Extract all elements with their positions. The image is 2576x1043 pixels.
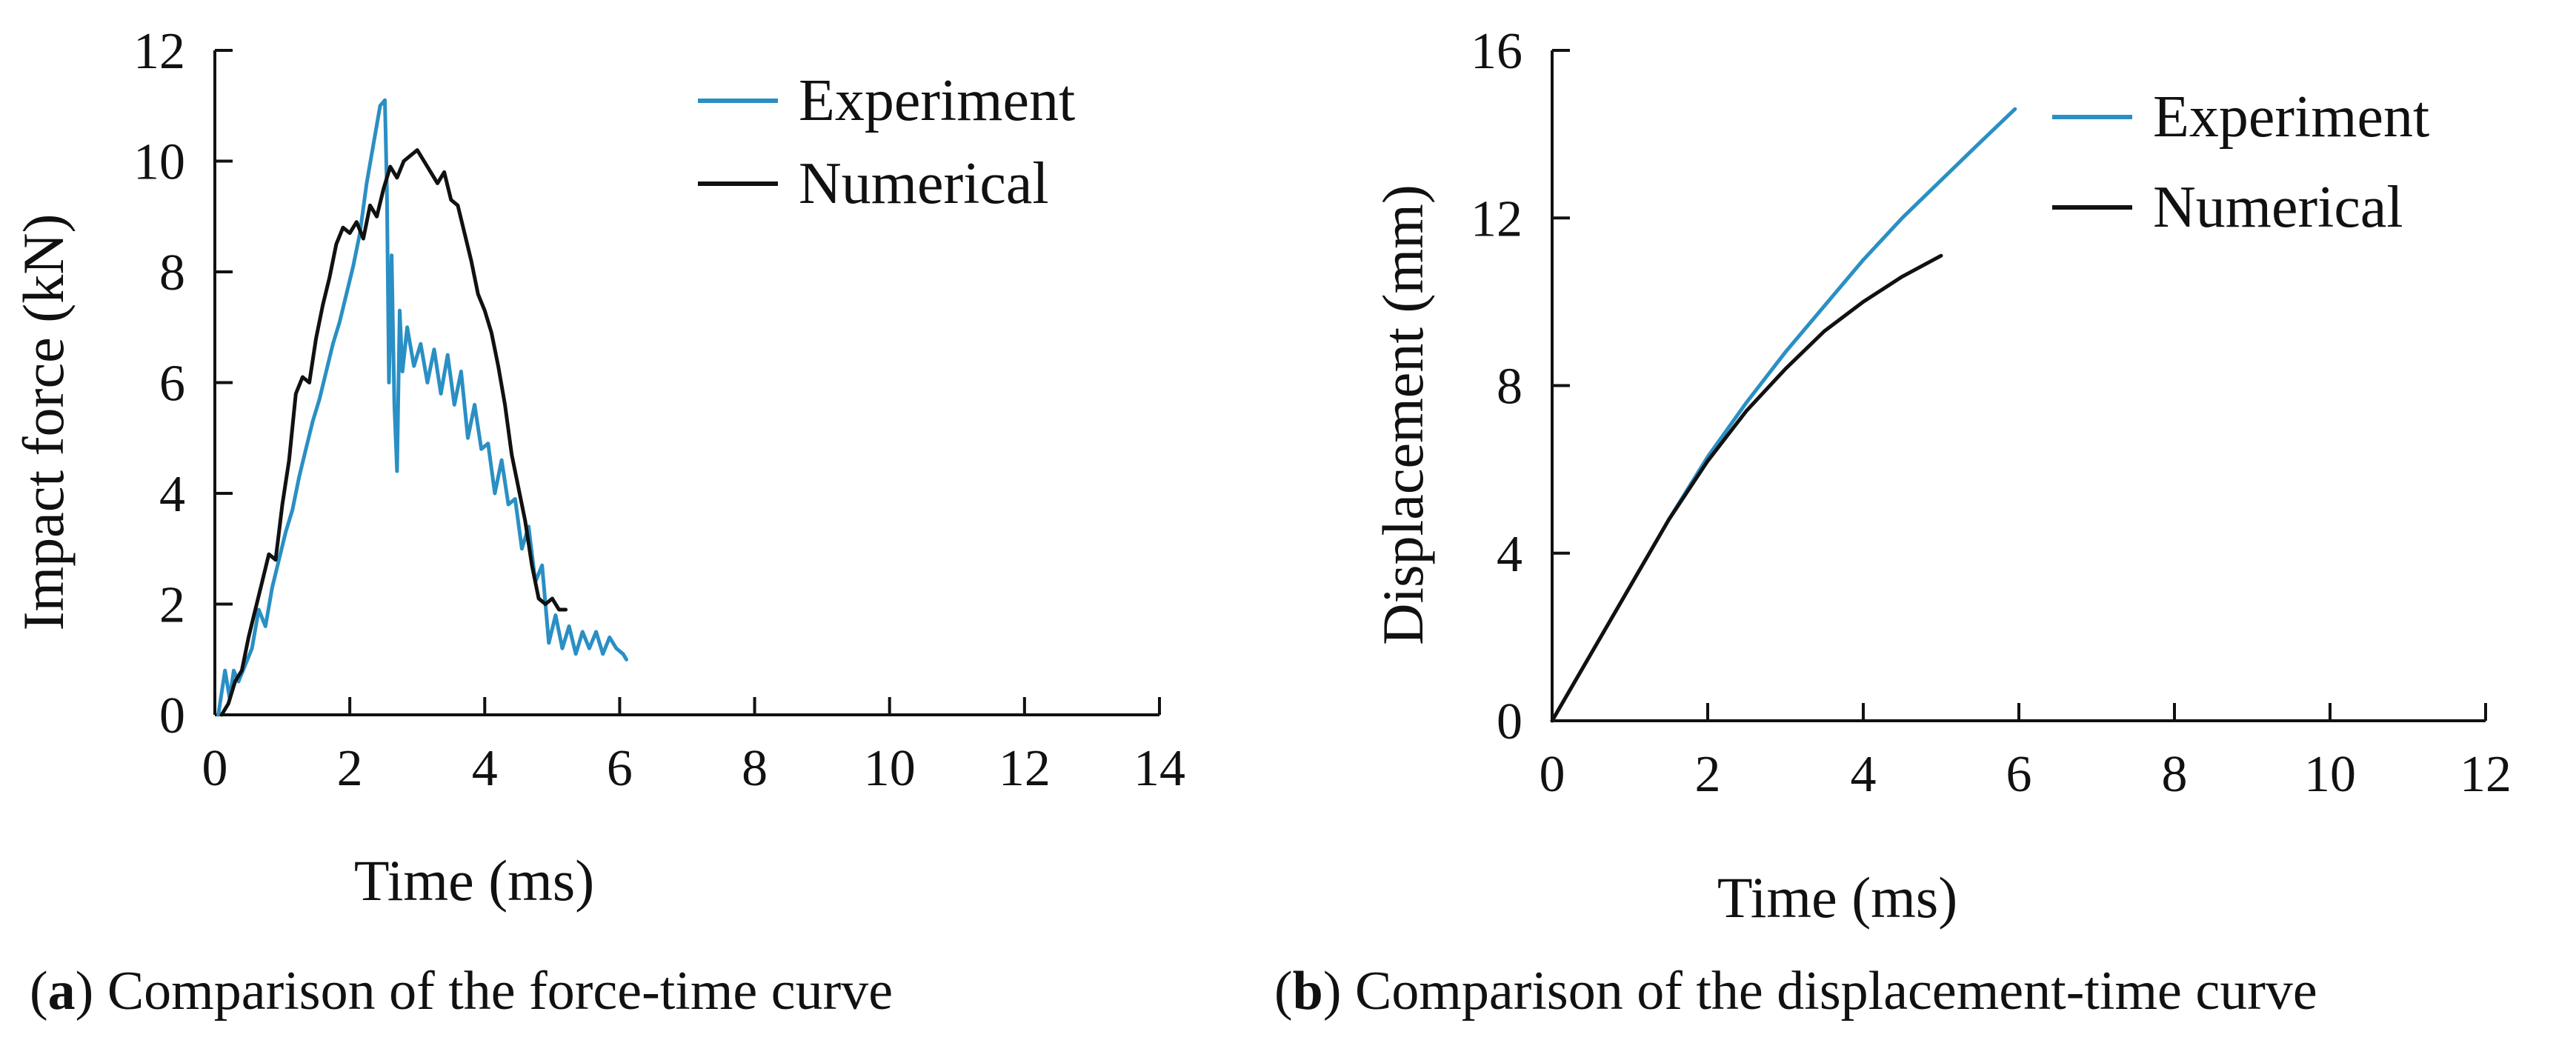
y-tick-label: 12 (133, 23, 185, 80)
panel-b-caption: (b) Comparison of the displacement-time … (1274, 961, 2317, 1022)
panel-b-caption-text: Comparison of the displacement-time curv… (1355, 961, 2317, 1022)
x-tick-label: 2 (337, 740, 363, 797)
panel-a-ylabel: Impact force (kN) (11, 213, 76, 630)
legend-label-numerical: Numerical (2153, 175, 2403, 240)
panel-a-caption-letter: a (48, 961, 76, 1022)
y-tick-label: 16 (1471, 23, 1522, 80)
y-tick-label: 0 (1497, 693, 1522, 750)
panel-b: 0 2 4 6 8 10 12 0 4 8 12 16 Experiment Numerical Time… (1274, 23, 2512, 1022)
y-tick-label: 8 (159, 244, 185, 301)
panel-a-caption: (a) Comparison of the force-time curve (30, 961, 893, 1022)
series-line-numerical (219, 148, 568, 717)
series-line-experiment (1550, 107, 2017, 723)
displacement-time-plot: 0 2 4 6 8 10 12 0 4 8 12 16 Experiment Numerical (1471, 23, 2512, 803)
y-tick-label: 8 (1497, 359, 1522, 416)
x-tick-label: 12 (2460, 746, 2512, 803)
x-tick-label: 4 (472, 740, 498, 797)
panel-a-xlabel: Time (ms) (354, 848, 594, 913)
y-tick-label: 4 (1497, 526, 1522, 583)
y-tick-label: 4 (159, 466, 185, 523)
legend-label-numerical: Numerical (799, 151, 1049, 216)
x-tick-label: 0 (202, 740, 228, 797)
panel-b-ylabel: Displacement (mm) (1371, 184, 1435, 645)
x-tick-label: 0 (1540, 746, 1565, 803)
force-time-plot: 0 2 4 6 8 10 12 14 0 2 4 6 8 10 12 Experiment Numerical (133, 23, 1185, 797)
x-tick-label: 6 (2006, 746, 2032, 803)
panel-b-xlabel: Time (ms) (1717, 865, 1957, 930)
x-tick-label: 8 (742, 740, 768, 797)
x-tick-label: 4 (1851, 746, 1877, 803)
series-line-experiment (216, 98, 628, 717)
x-tick-label: 6 (607, 740, 633, 797)
panel-a-caption-text: Comparison of the force-time curve (107, 961, 893, 1022)
x-tick-label: 10 (864, 740, 916, 797)
y-tick-label: 6 (159, 356, 185, 413)
legend-label-experiment: Experiment (799, 68, 1075, 133)
y-tick-label: 12 (1471, 190, 1522, 247)
x-tick-label: 8 (2162, 746, 2188, 803)
panel-a: 0 2 4 6 8 10 12 14024681012ExperimentNumerical … (11, 23, 1185, 1022)
x-tick-label: 14 (1134, 740, 1185, 797)
series-line-numerical (1550, 253, 1943, 723)
legend-label-experiment: Experiment (2153, 84, 2429, 150)
panel-b-caption-letter: b (1293, 961, 1323, 1022)
y-tick-label: 10 (133, 134, 185, 191)
x-tick-label: 12 (999, 740, 1051, 797)
y-tick-label: 0 (159, 687, 185, 744)
x-tick-label: 2 (1695, 746, 1721, 803)
x-tick-label: 10 (2304, 746, 2356, 803)
y-tick-label: 2 (159, 577, 185, 634)
